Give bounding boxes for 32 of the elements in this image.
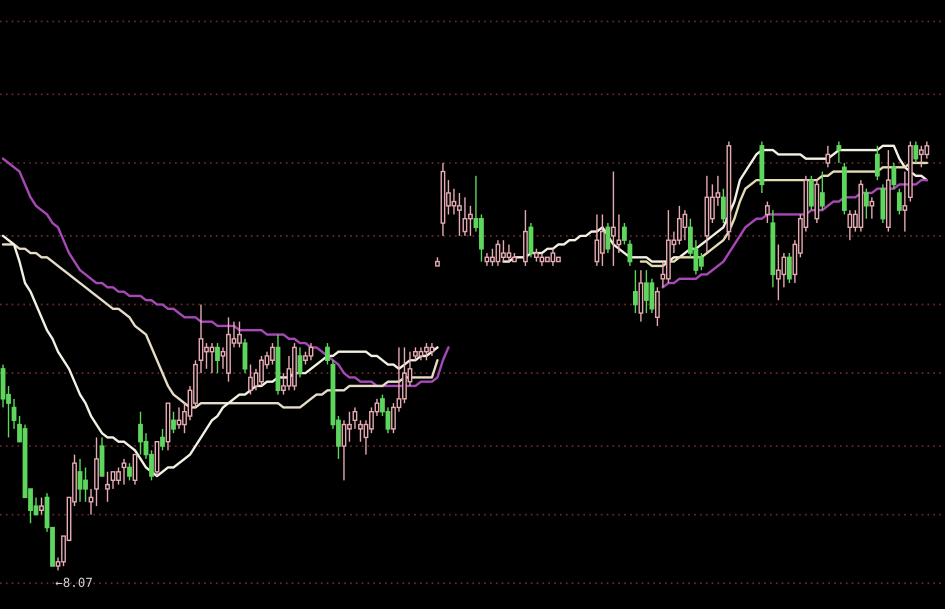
text: ←8.07: [56, 578, 92, 588]
candlestick: [171, 411, 176, 434]
candlestick: [127, 462, 132, 482]
candlestick: [611, 170, 616, 267]
candlestick: [786, 252, 792, 284]
candlestick: [298, 346, 302, 378]
candlestick: [622, 222, 627, 246]
candlestick: [896, 188, 902, 216]
candlestick: [869, 196, 874, 220]
candlestick: [633, 269, 638, 314]
candlestick: [874, 145, 880, 181]
candlestick: [825, 145, 830, 168]
candlestick: [628, 239, 632, 267]
candlestick: [720, 188, 726, 224]
candlestick: [12, 398, 16, 430]
candlestick: [122, 458, 126, 486]
candlestick: [88, 488, 94, 516]
candlestick: [891, 162, 896, 190]
candlestick: [764, 200, 770, 224]
candlestick: [864, 188, 869, 220]
candlestick: [836, 140, 842, 164]
candlestick: [325, 342, 330, 366]
candlestick: [820, 170, 825, 211]
candlestick: [913, 140, 918, 164]
candlestick: [105, 471, 110, 502]
candlestick: [39, 496, 44, 516]
candlestick: [215, 342, 220, 374]
candlestick: [160, 428, 165, 452]
candlestick: [616, 214, 622, 254]
candlestick: [902, 170, 908, 232]
candlestick: [352, 406, 358, 430]
candlestick: [606, 222, 610, 254]
